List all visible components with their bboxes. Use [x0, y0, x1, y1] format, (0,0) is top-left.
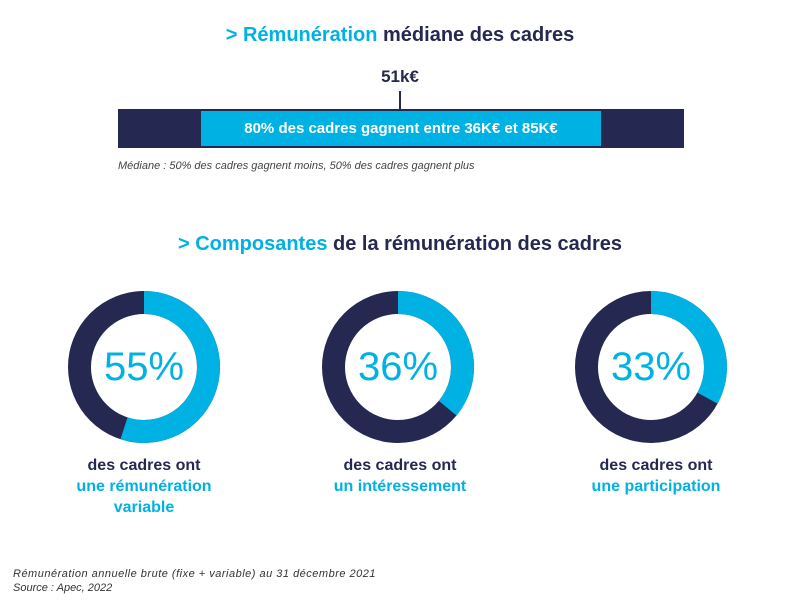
donut-svg	[68, 291, 220, 443]
caption-line1: des cadres ont	[87, 457, 201, 474]
donut-value-arc	[575, 291, 727, 443]
donut-caption-interessement: des cadres ont un intéressement	[290, 455, 510, 497]
donut-value-arc	[322, 291, 474, 443]
caption-line2: une participation	[591, 478, 721, 495]
donut-caption-participation: des cadres ont une participation	[546, 455, 766, 497]
donut-svg	[575, 291, 727, 443]
donut-value-arc	[68, 291, 220, 443]
donut-caption-variable: des cadres ont une rémunération variable	[34, 455, 254, 518]
section-title-rest: de la rémunération des cadres	[327, 233, 623, 255]
salary-80pct-bar: 80% des cadres gagnent entre 36K€ et 85K…	[201, 111, 601, 146]
caption-line1: des cadres ont	[343, 457, 457, 474]
footnote-source: Source : Apec, 2022	[13, 582, 113, 594]
footnote-definition: Rémunération annuelle brute (fixe + vari…	[13, 568, 377, 580]
section-title-accent: > Rémunération	[225, 24, 378, 46]
donut-chart-variable: 55%	[68, 291, 220, 443]
caption-line1: des cadres ont	[599, 457, 713, 474]
caption-line3: variable	[113, 499, 175, 516]
median-note: Médiane : 50% des cadres gagnent moins, …	[118, 160, 475, 172]
donut-chart-participation: 33%	[575, 291, 727, 443]
section-title-median: > Rémunération médiane des cadres	[0, 24, 800, 47]
caption-line2: un intéressement	[333, 478, 467, 495]
median-value: 51k€	[381, 67, 419, 86]
donut-value-label: 36%	[357, 345, 439, 389]
median-tick	[399, 91, 401, 109]
caption-line2: une rémunération	[76, 478, 212, 495]
donut-value-label: 55%	[103, 345, 185, 389]
section-title-components: > Composantes de la rémunération des cad…	[0, 233, 800, 256]
donut-chart-interessement: 36%	[322, 291, 474, 443]
donut-svg	[322, 291, 474, 443]
footnote: Rémunération annuelle brute (fixe + vari…	[13, 567, 376, 595]
donut-value-label: 33%	[610, 345, 692, 389]
section-title-rest: médiane des cadres	[377, 24, 575, 46]
section-title-accent: > Composantes	[177, 233, 328, 255]
